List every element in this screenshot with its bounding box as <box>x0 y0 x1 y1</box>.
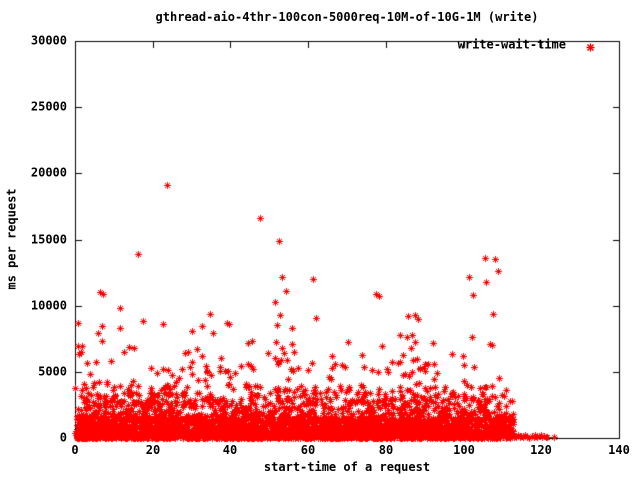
x-tick-label: 20 <box>145 443 161 457</box>
y-tick-label: 10000 <box>30 298 67 313</box>
y-tick-label: 5000 <box>38 364 67 379</box>
x-axis-label: start-time of a request <box>263 460 431 474</box>
legend-asterisk-marker-icon <box>584 39 597 52</box>
x-tick-label: 120 <box>530 443 552 457</box>
chart-title: gthread-aio-4thr-100con-5000req-10M-of-1… <box>155 10 539 24</box>
x-tick-label: 40 <box>222 443 238 457</box>
legend-label: write-wait-time <box>457 37 566 52</box>
x-tick-label: 0 <box>71 443 79 457</box>
y-tick-label: 20000 <box>30 165 67 180</box>
y-tick-label: 25000 <box>30 99 67 114</box>
y-tick-label: 15000 <box>30 232 67 247</box>
x-tick-label: 80 <box>378 443 394 457</box>
x-tick-label: 100 <box>453 443 475 457</box>
x-tick-label: 140 <box>608 443 630 457</box>
x-tick-label: 60 <box>300 443 316 457</box>
y-axis-label: ms per request <box>4 188 19 290</box>
y-tick-label: 0 <box>59 430 67 445</box>
y-tick-label: 30000 <box>30 33 67 48</box>
